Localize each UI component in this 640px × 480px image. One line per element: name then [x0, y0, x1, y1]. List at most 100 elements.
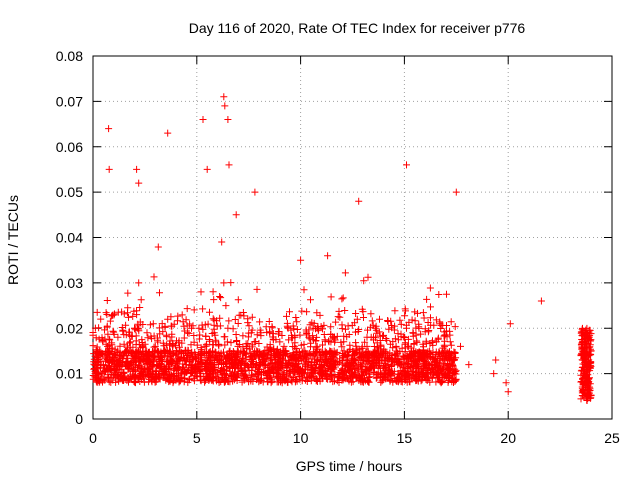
data-point — [203, 348, 211, 356]
data-point — [202, 370, 210, 378]
data-point — [221, 333, 229, 341]
data-point — [300, 286, 308, 294]
data-point — [578, 340, 586, 348]
data-point — [147, 374, 155, 381]
data-point — [259, 361, 267, 369]
data-point — [226, 347, 234, 355]
data-point — [193, 341, 201, 349]
data-point — [331, 371, 339, 378]
data-point — [397, 320, 405, 328]
data-point — [129, 312, 137, 320]
data-point — [330, 365, 338, 373]
data-point — [348, 370, 355, 378]
data-point — [378, 377, 386, 385]
data-point — [278, 332, 286, 339]
data-point — [223, 366, 231, 374]
data-point — [289, 359, 297, 367]
data-point — [359, 352, 367, 359]
data-point — [239, 332, 247, 340]
data-point — [578, 351, 586, 359]
data-point — [202, 332, 210, 340]
data-point — [322, 356, 329, 364]
data-point — [401, 348, 409, 356]
data-point — [371, 324, 379, 332]
data-point — [208, 330, 216, 337]
data-point — [172, 351, 180, 359]
data-point — [148, 363, 156, 371]
data-point — [181, 374, 189, 382]
data-point — [105, 378, 113, 386]
data-point — [309, 366, 316, 374]
data-point — [190, 306, 198, 314]
data-point — [256, 318, 264, 326]
data-point — [253, 331, 261, 339]
data-point — [153, 347, 161, 355]
data-point — [201, 378, 209, 386]
data-point — [158, 320, 166, 328]
data-point — [286, 308, 293, 316]
data-point — [327, 293, 335, 301]
data-point — [283, 378, 291, 386]
data-point — [119, 368, 127, 376]
data-point — [237, 347, 245, 355]
data-point — [492, 356, 500, 364]
data-point — [358, 367, 366, 375]
data-point — [449, 371, 457, 379]
x-tick-label: 15 — [397, 430, 413, 446]
data-point — [272, 356, 280, 364]
data-point — [166, 361, 174, 369]
data-point — [99, 361, 107, 369]
data-point — [210, 316, 218, 324]
data-point — [227, 339, 235, 347]
data-point — [210, 363, 218, 371]
data-point — [293, 348, 300, 356]
data-point — [197, 344, 205, 352]
data-point — [380, 331, 387, 339]
data-point — [103, 311, 111, 318]
data-point — [128, 332, 136, 340]
data-point — [364, 273, 372, 281]
data-point — [291, 332, 299, 340]
data-point — [409, 352, 417, 359]
data-point — [234, 357, 242, 365]
data-point — [140, 378, 148, 386]
data-point — [304, 350, 312, 358]
data-point — [374, 371, 382, 378]
data-point — [162, 365, 170, 373]
data-point — [194, 350, 202, 358]
data-point — [218, 238, 226, 246]
data-point — [108, 344, 116, 352]
data-point — [170, 370, 178, 378]
data-point — [446, 349, 454, 357]
data-point — [400, 333, 408, 341]
data-point — [224, 116, 232, 123]
data-point — [126, 328, 133, 336]
data-point — [274, 373, 282, 381]
data-point — [465, 361, 473, 369]
data-point — [292, 366, 300, 374]
data-point — [286, 368, 294, 375]
data-point — [389, 378, 397, 386]
data-point — [408, 347, 416, 355]
data-point — [395, 376, 403, 384]
data-point — [147, 352, 155, 359]
data-point — [335, 307, 343, 315]
data-point — [330, 334, 338, 342]
data-point — [227, 279, 235, 287]
data-point — [370, 356, 378, 364]
data-point — [133, 165, 141, 173]
data-point — [577, 352, 585, 359]
data-point — [442, 347, 450, 355]
data-point — [444, 377, 452, 385]
data-point — [581, 380, 589, 388]
data-point — [504, 388, 512, 396]
data-point — [124, 289, 132, 297]
data-point — [277, 348, 285, 356]
data-point — [93, 308, 101, 316]
data-point — [220, 93, 228, 101]
data-point — [352, 310, 360, 317]
data-point — [425, 327, 433, 334]
data-point — [169, 339, 177, 347]
data-point — [293, 318, 301, 326]
data-point — [264, 366, 272, 374]
